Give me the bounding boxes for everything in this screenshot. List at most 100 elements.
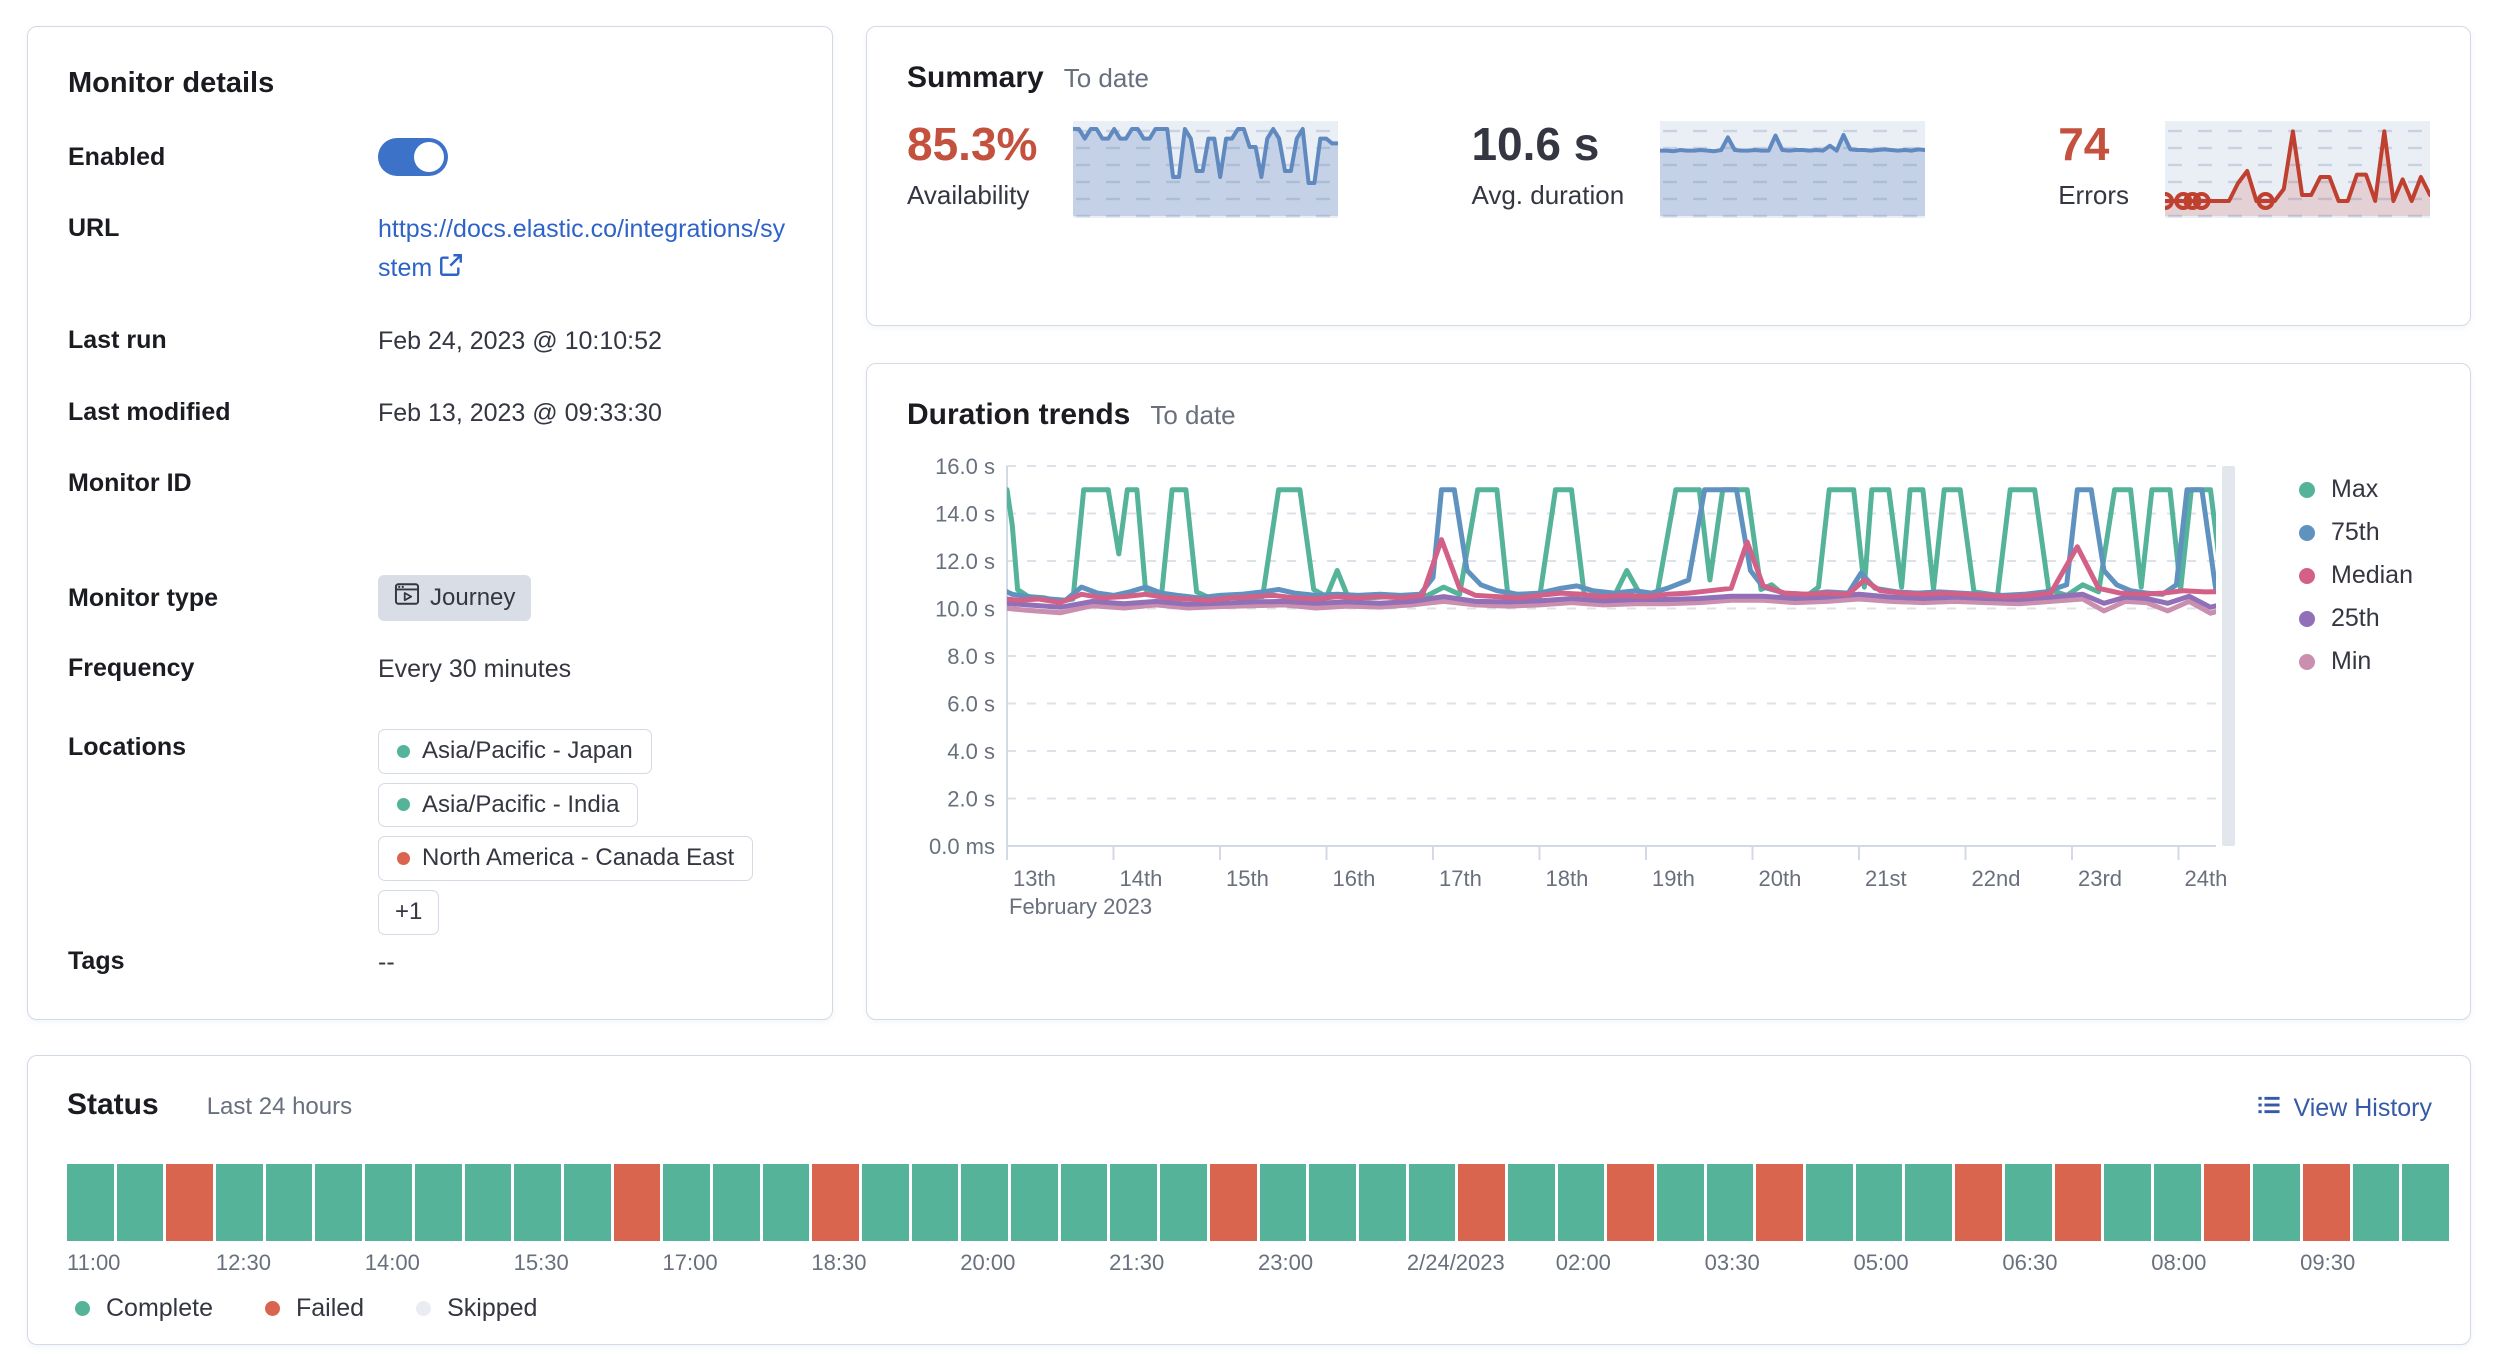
status-segment-complete[interactable] [961, 1164, 1009, 1241]
status-segment-complete[interactable] [1657, 1164, 1704, 1241]
status-segment-failed[interactable] [1458, 1164, 1505, 1241]
status-legend-item[interactable]: Skipped [416, 1292, 537, 1324]
status-segment-failed[interactable] [2054, 1164, 2102, 1241]
status-segment-complete[interactable] [1110, 1164, 1158, 1241]
status-segment-failed[interactable] [812, 1164, 859, 1241]
location-badge-label: Asia/Pacific - India [422, 790, 620, 818]
trend-legend-item[interactable]: Min [2299, 640, 2413, 683]
status-time-label: 21:30 [1109, 1250, 1165, 1275]
svg-text:2.0 s: 2.0 s [947, 787, 995, 812]
status-segment-complete[interactable] [1011, 1164, 1058, 1241]
trend-legend-item[interactable]: Max [2299, 468, 2413, 511]
frequency-value: Every 30 minutes [378, 655, 572, 684]
status-segment-complete[interactable] [365, 1164, 412, 1241]
status-legend-item[interactable]: Failed [265, 1292, 364, 1324]
duration-trends-title: Duration trends [907, 398, 1131, 431]
status-segment-failed[interactable] [2203, 1164, 2251, 1241]
svg-text:14.0 s: 14.0 s [935, 502, 995, 527]
status-segment-complete[interactable] [1855, 1164, 1903, 1241]
status-segment-complete[interactable] [2004, 1164, 2052, 1241]
last-run-label: Last run [68, 325, 167, 354]
status-segment-complete[interactable] [1408, 1164, 1456, 1241]
svg-text:10.0 s: 10.0 s [935, 597, 995, 622]
monitor-url-link[interactable]: https://docs.elastic.co/integrations/sys… [378, 215, 785, 282]
status-segment-failed[interactable] [2302, 1164, 2350, 1241]
status-segment-complete[interactable] [67, 1164, 114, 1241]
status-segment-complete[interactable] [1259, 1164, 1307, 1241]
status-segment-complete[interactable] [1160, 1164, 1207, 1241]
status-segment-complete[interactable] [1309, 1164, 1356, 1241]
url-label: URL [68, 214, 120, 242]
status-segment-complete[interactable] [216, 1164, 263, 1241]
status-segment-complete[interactable] [663, 1164, 710, 1241]
status-time-label: 02:00 [1555, 1250, 1611, 1275]
status-segment-complete[interactable] [116, 1164, 164, 1241]
legend-dot-icon [2299, 524, 2315, 541]
status-segment-complete[interactable] [1806, 1164, 1853, 1241]
svg-text:24th: 24th [2185, 866, 2228, 891]
status-segment-complete[interactable] [464, 1164, 512, 1241]
svg-text:12.0 s: 12.0 s [935, 549, 995, 574]
status-segment-complete[interactable] [911, 1164, 959, 1241]
legend-dot-icon [75, 1300, 90, 1316]
legend-dot-icon [416, 1300, 432, 1316]
svg-text:23rd: 23rd [2078, 866, 2122, 891]
trend-legend-item[interactable]: 75th [2299, 511, 2413, 554]
status-timeline-bar [67, 1164, 2449, 1241]
status-time-label: 20:00 [960, 1250, 1016, 1275]
status-segment-complete[interactable] [2153, 1164, 2201, 1241]
location-badge: Asia/Pacific - India [378, 782, 639, 828]
svg-text:4.0 s: 4.0 s [947, 739, 995, 764]
frequency-label: Frequency [68, 654, 195, 683]
journey-icon [394, 581, 420, 615]
status-segment-failed[interactable] [613, 1164, 661, 1241]
status-segment-complete[interactable] [1060, 1164, 1108, 1241]
status-segment-complete[interactable] [414, 1164, 462, 1241]
view-history-link[interactable]: View History [2256, 1092, 2432, 1125]
legend-dot-icon [2299, 481, 2315, 498]
status-time-label: 15:30 [513, 1250, 569, 1275]
avg-duration-sparkline [1658, 121, 1928, 218]
status-segment-complete[interactable] [514, 1164, 561, 1241]
status-segment-complete[interactable] [2104, 1164, 2151, 1241]
status-legend: Complete Failed Skipped [75, 1292, 537, 1324]
status-segment-complete[interactable] [315, 1164, 363, 1241]
status-segment-failed[interactable] [1209, 1164, 1257, 1241]
status-time-label: 23:00 [1258, 1250, 1314, 1275]
status-segment-complete[interactable] [862, 1164, 909, 1241]
status-segment-failed[interactable] [1756, 1164, 1804, 1241]
status-segment-failed[interactable] [1955, 1164, 2002, 1241]
locations-more-badge[interactable]: +1 [378, 890, 440, 935]
status-time-label: 14:00 [364, 1250, 420, 1275]
status-time-label: 12:30 [215, 1250, 271, 1275]
status-segment-complete[interactable] [2352, 1164, 2400, 1241]
svg-text:19th: 19th [1652, 866, 1695, 891]
status-segment-complete[interactable] [1905, 1164, 1953, 1241]
status-segment-complete[interactable] [1507, 1164, 1555, 1241]
status-segment-failed[interactable] [1607, 1164, 1654, 1241]
enabled-toggle[interactable] [378, 138, 448, 176]
status-segment-complete[interactable] [1358, 1164, 1406, 1241]
status-segment-complete[interactable] [265, 1164, 313, 1241]
svg-text:20th: 20th [1759, 866, 1802, 891]
toggle-knob-icon [414, 142, 444, 172]
summary-subtitle: To date [1063, 63, 1150, 93]
monitor-details-list: Enabled URL https://docs.elastic.co/inte… [68, 138, 792, 982]
status-segment-failed[interactable] [166, 1164, 214, 1241]
trend-legend-item[interactable]: Median [2299, 554, 2413, 597]
status-segment-complete[interactable] [1706, 1164, 1754, 1241]
availability-label: Availability [907, 179, 1030, 210]
status-time-label: 05:00 [1853, 1250, 1909, 1275]
status-segment-complete[interactable] [563, 1164, 611, 1241]
status-segment-complete[interactable] [2402, 1164, 2449, 1241]
status-segment-complete[interactable] [712, 1164, 760, 1241]
status-segment-complete[interactable] [762, 1164, 810, 1241]
trend-legend-item[interactable]: 25th [2299, 597, 2413, 640]
status-segment-complete[interactable] [2253, 1164, 2300, 1241]
legend-dot-icon [2299, 610, 2315, 627]
errors-sparkline [2156, 121, 2432, 218]
svg-text:22nd: 22nd [1972, 866, 2021, 891]
status-legend-item[interactable]: Complete [75, 1292, 213, 1324]
status-segment-complete[interactable] [1557, 1164, 1605, 1241]
